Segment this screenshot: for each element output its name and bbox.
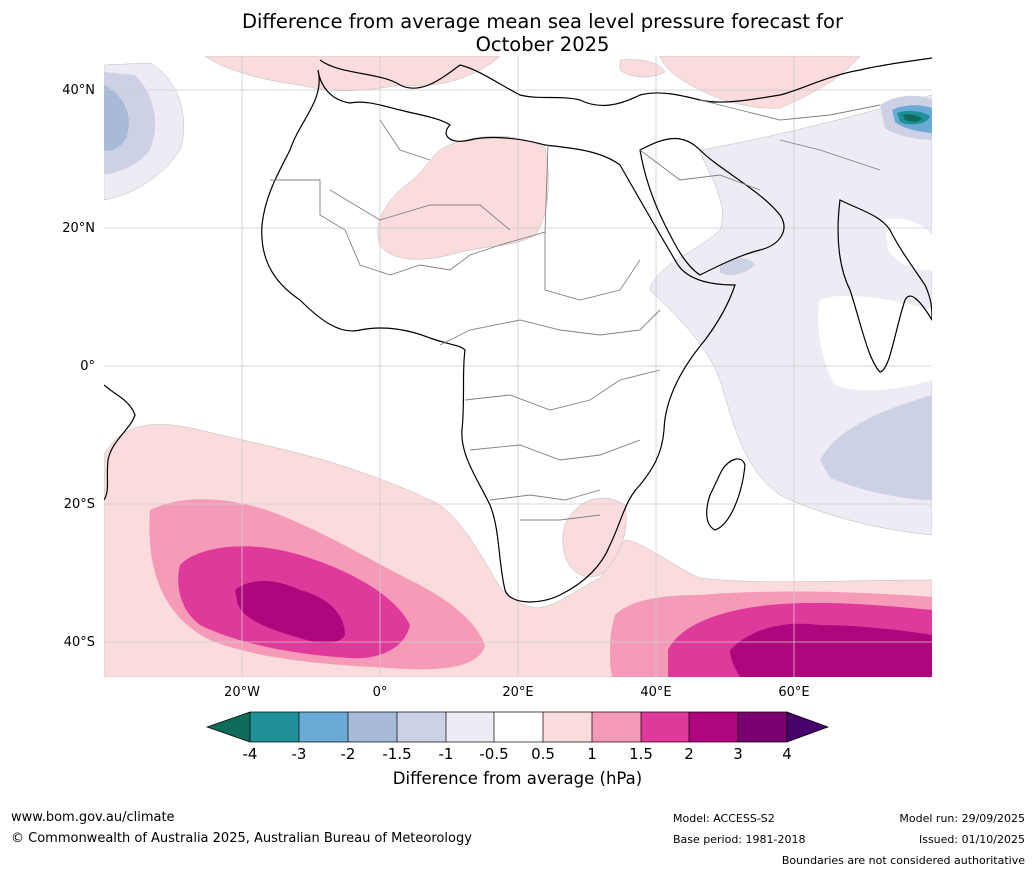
colorbar-tick: -3 — [291, 745, 307, 763]
colorbar-bin-2 — [299, 712, 348, 742]
himalaya-negative-4 — [903, 114, 922, 122]
issued-text: Issued: 01/10/2025 — [918, 833, 1025, 846]
east-negative-mid — [820, 395, 932, 500]
arabia — [639, 137, 785, 276]
lat-label-0: 0° — [80, 359, 95, 374]
europe-positive-small — [619, 59, 666, 78]
india — [837, 199, 932, 373]
chart-title: Difference from average mean sea level p… — [0, 10, 1035, 56]
colorbar-dividers — [298, 712, 739, 742]
lon-label-40e: 40°E — [640, 685, 672, 700]
title-line-1: Difference from average mean sea level p… — [242, 10, 843, 33]
sahara-positive — [377, 136, 549, 260]
colorbar-underflow — [205, 711, 251, 743]
colorbar-title: Difference from average (hPa) — [392, 769, 643, 788]
colorbar-tick: 4 — [782, 745, 792, 763]
lat-label-40s: 40°S — [63, 635, 95, 650]
colorbar-tick: 3 — [733, 745, 743, 763]
lon-label-20e: 20°E — [502, 685, 534, 700]
colorbar — [205, 711, 830, 743]
colorbar-bin-1 — [250, 712, 299, 742]
lon-label-0: 0° — [372, 685, 388, 700]
copyright-text: © Commonwealth of Australia 2025, Austra… — [11, 831, 472, 846]
africa-coastline — [261, 69, 736, 603]
colorbar-bin-7 — [543, 712, 592, 742]
satl-positive-4 — [235, 581, 345, 643]
nw-anomaly-dark — [104, 85, 129, 151]
colorbar-bin-4 — [397, 712, 446, 742]
colorbar-overflow — [786, 711, 830, 743]
europe-positive-west — [204, 56, 501, 91]
madagascar — [706, 458, 746, 531]
colorbar-tick: 1.5 — [629, 745, 653, 763]
base-period-text: Base period: 1981-2018 — [673, 833, 806, 846]
lat-label-20s: 20°S — [63, 497, 95, 512]
colorbar-tick: 0.5 — [531, 745, 555, 763]
colorbar-bin-3 — [348, 712, 397, 742]
india-white-patch — [818, 295, 932, 391]
lat-label-40n: 40°N — [62, 83, 95, 98]
colorbar-tick: -1 — [438, 745, 454, 763]
colorbar-bin-9 — [641, 712, 689, 742]
sw-coast — [104, 384, 136, 501]
disclaimer-text: Boundaries are not considered authoritat… — [781, 854, 1025, 867]
website-link[interactable]: www.bom.gov.au/climate — [11, 810, 175, 825]
sio-positive-3 — [730, 623, 932, 677]
colorbar-tick: 2 — [684, 745, 694, 763]
country-borders — [270, 99, 881, 521]
lon-label-20w: 20°W — [224, 685, 260, 700]
europe-positive-east — [659, 56, 861, 109]
coastlines — [104, 57, 932, 603]
arabia-negative-mid — [720, 258, 755, 276]
colorbar-tick: -1.5 — [382, 745, 412, 763]
title-line-2: October 2025 — [475, 33, 610, 56]
colorbar-tick: 1 — [587, 745, 597, 763]
colorbar-bin-11 — [738, 712, 787, 742]
model-text: Model: ACCESS-S2 — [673, 812, 775, 825]
colorbar-frame — [249, 711, 788, 743]
colorbar-tick: -0.5 — [479, 745, 509, 763]
europe-coast — [319, 57, 932, 106]
map-area — [104, 56, 932, 677]
colorbar-tick: -2 — [340, 745, 356, 763]
lat-label-20n: 20°N — [62, 221, 95, 236]
colorbar-tick: -4 — [242, 745, 258, 763]
colorbar-bin-10 — [689, 712, 738, 742]
model-run-text: Model run: 29/09/2025 — [899, 812, 1025, 825]
colorbar-bin-5 — [446, 712, 494, 742]
himalaya-white-patch — [885, 218, 932, 271]
colorbar-bin-6 — [494, 712, 543, 742]
lon-label-60e: 60°E — [778, 685, 810, 700]
colorbar-bin-8 — [592, 712, 641, 742]
